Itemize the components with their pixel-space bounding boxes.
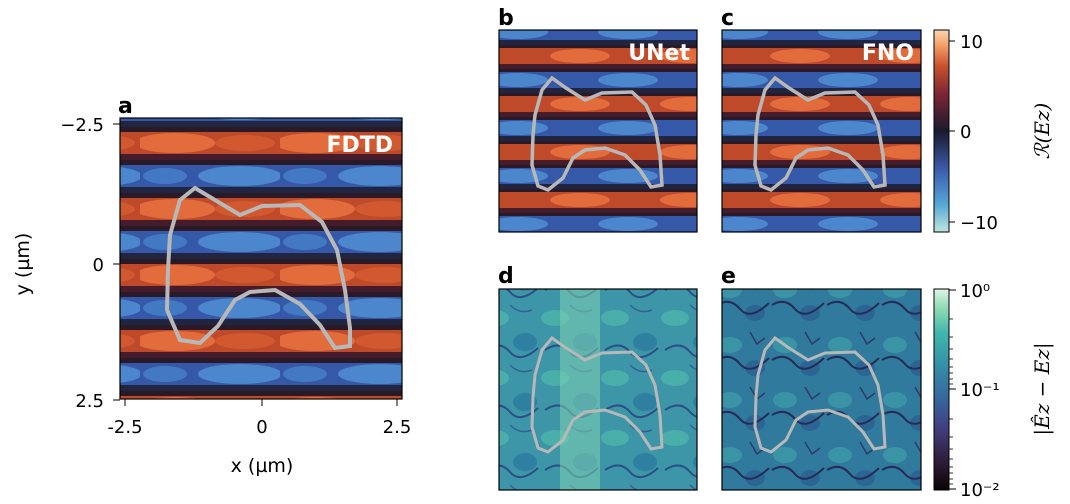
inset-label-unet: UNet: [628, 41, 690, 66]
colorbar-bottom-label: |Êz − Ez|: [1030, 342, 1055, 435]
x-axis: -2.5 0 2.5 x (µm): [107, 399, 411, 477]
colorbar-tick-label: −10: [960, 213, 998, 234]
inset-label-fno: FNO: [862, 41, 914, 66]
colorbar-tick-label: 10: [960, 32, 983, 53]
scatterer-outline-e: [753, 335, 887, 454]
colorbar-tick-label: 10⁻²: [960, 480, 1000, 501]
scatterer-outline-c: [753, 75, 887, 193]
x-tick-label: 0: [256, 417, 267, 438]
x-axis-label: x (µm): [231, 455, 294, 477]
x-tick-label: -2.5: [107, 417, 142, 438]
panel-label-e: e: [721, 264, 736, 289]
panel-a: FDTD a −2.5 0 2.5 y (µm) -2.5 0 2.5 x (µ…: [12, 94, 411, 477]
panel-label-c: c: [721, 6, 734, 31]
colorbar-tick-label: 10⁻¹: [960, 380, 1000, 401]
colorbar-tick-label: 10⁰: [960, 281, 990, 302]
panel-b: UNet b: [498, 6, 698, 233]
error-map-fno: [722, 289, 921, 490]
y-axis-label: y (µm): [12, 233, 34, 296]
colorbar-tick-label: 0: [960, 122, 971, 143]
panel-label-d: d: [498, 264, 514, 289]
y-tick-label: −2.5: [60, 115, 104, 136]
inset-label-fdtd: FDTD: [326, 133, 393, 158]
scatterer-outline-a: [164, 185, 352, 351]
field-map-fdtd: [120, 118, 402, 399]
panel-e: e: [721, 264, 922, 491]
y-tick-label: 0: [93, 255, 104, 276]
colorbar-top-label: ℛ(Ez): [1030, 103, 1054, 160]
panel-label-b: b: [498, 6, 514, 31]
y-tick-label: 2.5: [75, 391, 104, 412]
panel-d: d: [498, 264, 698, 491]
colorbar-bottom: 10⁰ 10⁻¹ 10⁻² |Êz − Ez|: [933, 281, 1055, 501]
panel-c: FNO c: [721, 6, 922, 233]
y-axis: −2.5 0 2.5 y (µm): [12, 115, 120, 412]
panel-label-a: a: [118, 94, 133, 119]
scatterer-outline-d: [530, 335, 664, 454]
scatterer-outline-b: [530, 75, 664, 193]
x-tick-label: 2.5: [383, 417, 412, 438]
colorbar-top: 10 0 −10 ℛ(Ez): [933, 29, 1054, 234]
